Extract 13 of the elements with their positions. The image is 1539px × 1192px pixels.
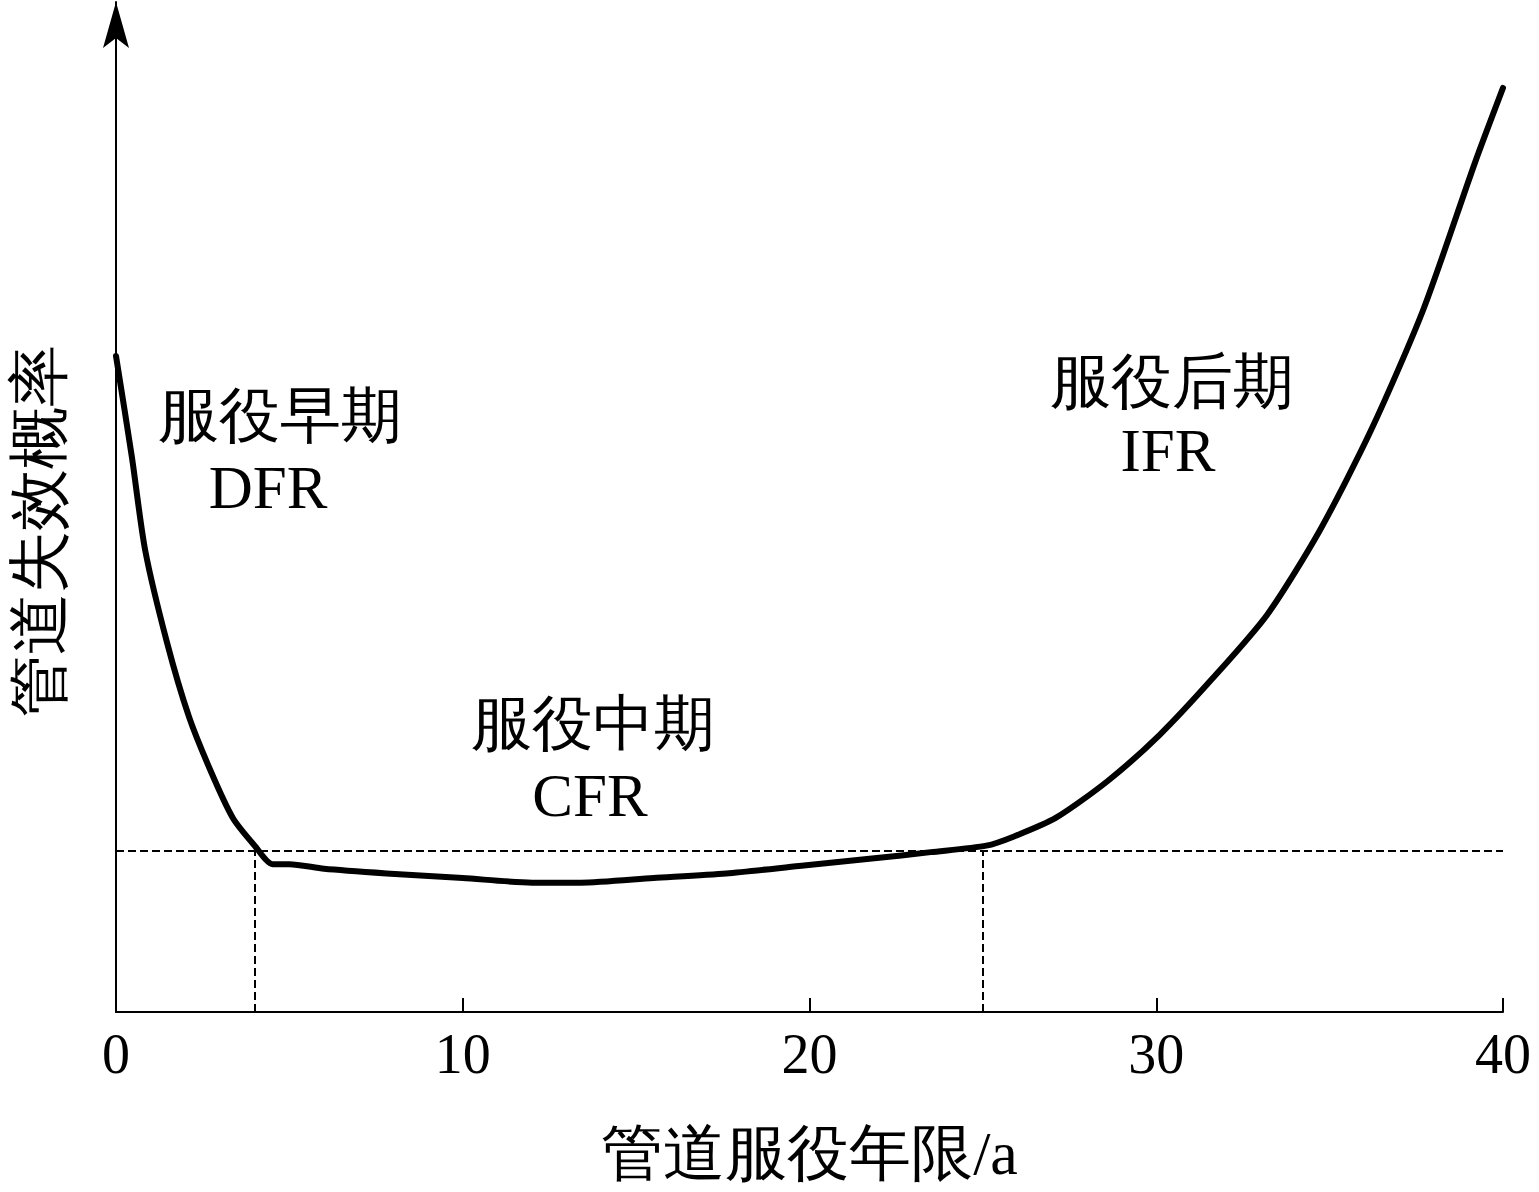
x-tick-label: 20 [781,1023,838,1085]
annotation: 服役后期 [1050,347,1294,415]
annotation: 服役早期 [158,381,402,449]
annotation: CFR [532,761,648,829]
x-tick-label: 10 [434,1023,491,1085]
x-tick-label: 30 [1128,1023,1185,1085]
annotation: 服役中期 [471,689,715,757]
x-tick-label: 40 [1475,1023,1531,1085]
x-axis-title: 管道服役年限/a [601,1119,1018,1187]
y-axis-title: 管道失效概率 [5,345,73,717]
annotation: IFR [1120,416,1216,484]
x-tick-label: 0 [102,1023,130,1085]
annotation: DFR [208,453,328,521]
